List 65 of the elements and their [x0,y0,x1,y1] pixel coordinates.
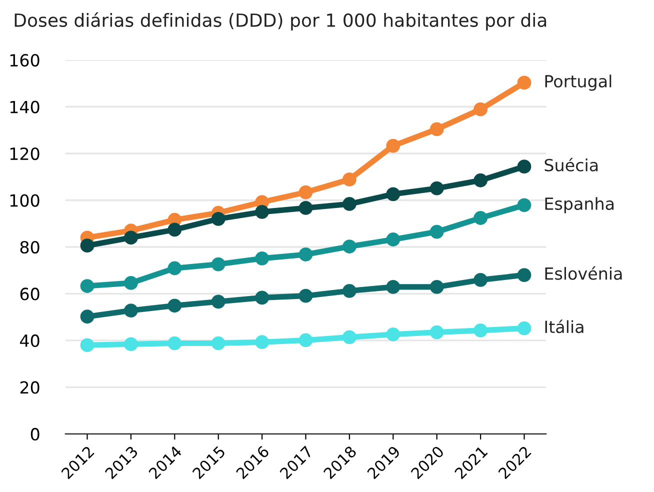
point [255,290,269,305]
point [430,325,444,340]
point [80,238,94,253]
series-label: Portugal [545,74,612,91]
y-tick-label: 160 [10,54,40,67]
point [517,198,532,212]
point [168,261,182,276]
point [430,181,444,196]
point [517,268,532,282]
chart-title: Doses diárias definidas (DDD) por 1 000 habitantes por dia [14,12,546,30]
series-label: Eslovénia [545,266,622,280]
point [168,336,182,350]
point [342,172,356,186]
point [342,330,356,344]
point [430,122,444,136]
y-tick-label: 120 [10,147,40,160]
y-tick-label: 80 [20,240,40,254]
point [430,280,444,294]
point [80,279,94,293]
point [386,280,400,294]
series-label: Itália [545,320,584,334]
point [298,288,313,303]
series-label: Espanha [545,197,614,214]
point [386,327,400,342]
point [211,212,226,226]
point [474,323,488,338]
point [517,76,532,90]
point [80,338,94,352]
point [211,336,226,350]
point [342,240,356,254]
point [474,102,488,116]
y-tick-label: 40 [20,334,40,348]
point [80,310,94,324]
point [211,257,226,272]
point [124,276,138,290]
point [298,201,313,215]
point [168,298,182,313]
y-tick-label: 140 [10,100,40,114]
point [474,272,488,287]
point [298,333,313,348]
point [517,321,532,336]
point [342,197,356,211]
series-label: Suécia [544,158,598,172]
point [386,187,400,202]
point [255,251,269,266]
y-tick-label: 20 [20,381,40,394]
point [430,224,444,239]
point [211,294,226,309]
point [517,160,532,174]
point [298,248,313,262]
y-tick-label: 60 [20,288,40,300]
point [474,173,488,188]
point [386,232,400,246]
y-tick-label: 0 [30,428,40,441]
point [255,204,269,219]
point [474,211,488,225]
point [298,185,313,200]
y-tick-label: 100 [10,194,40,207]
point [168,222,182,237]
point [124,337,138,352]
point [255,335,269,350]
point [124,230,138,245]
point [342,284,356,298]
point [386,138,400,153]
point [124,304,138,318]
